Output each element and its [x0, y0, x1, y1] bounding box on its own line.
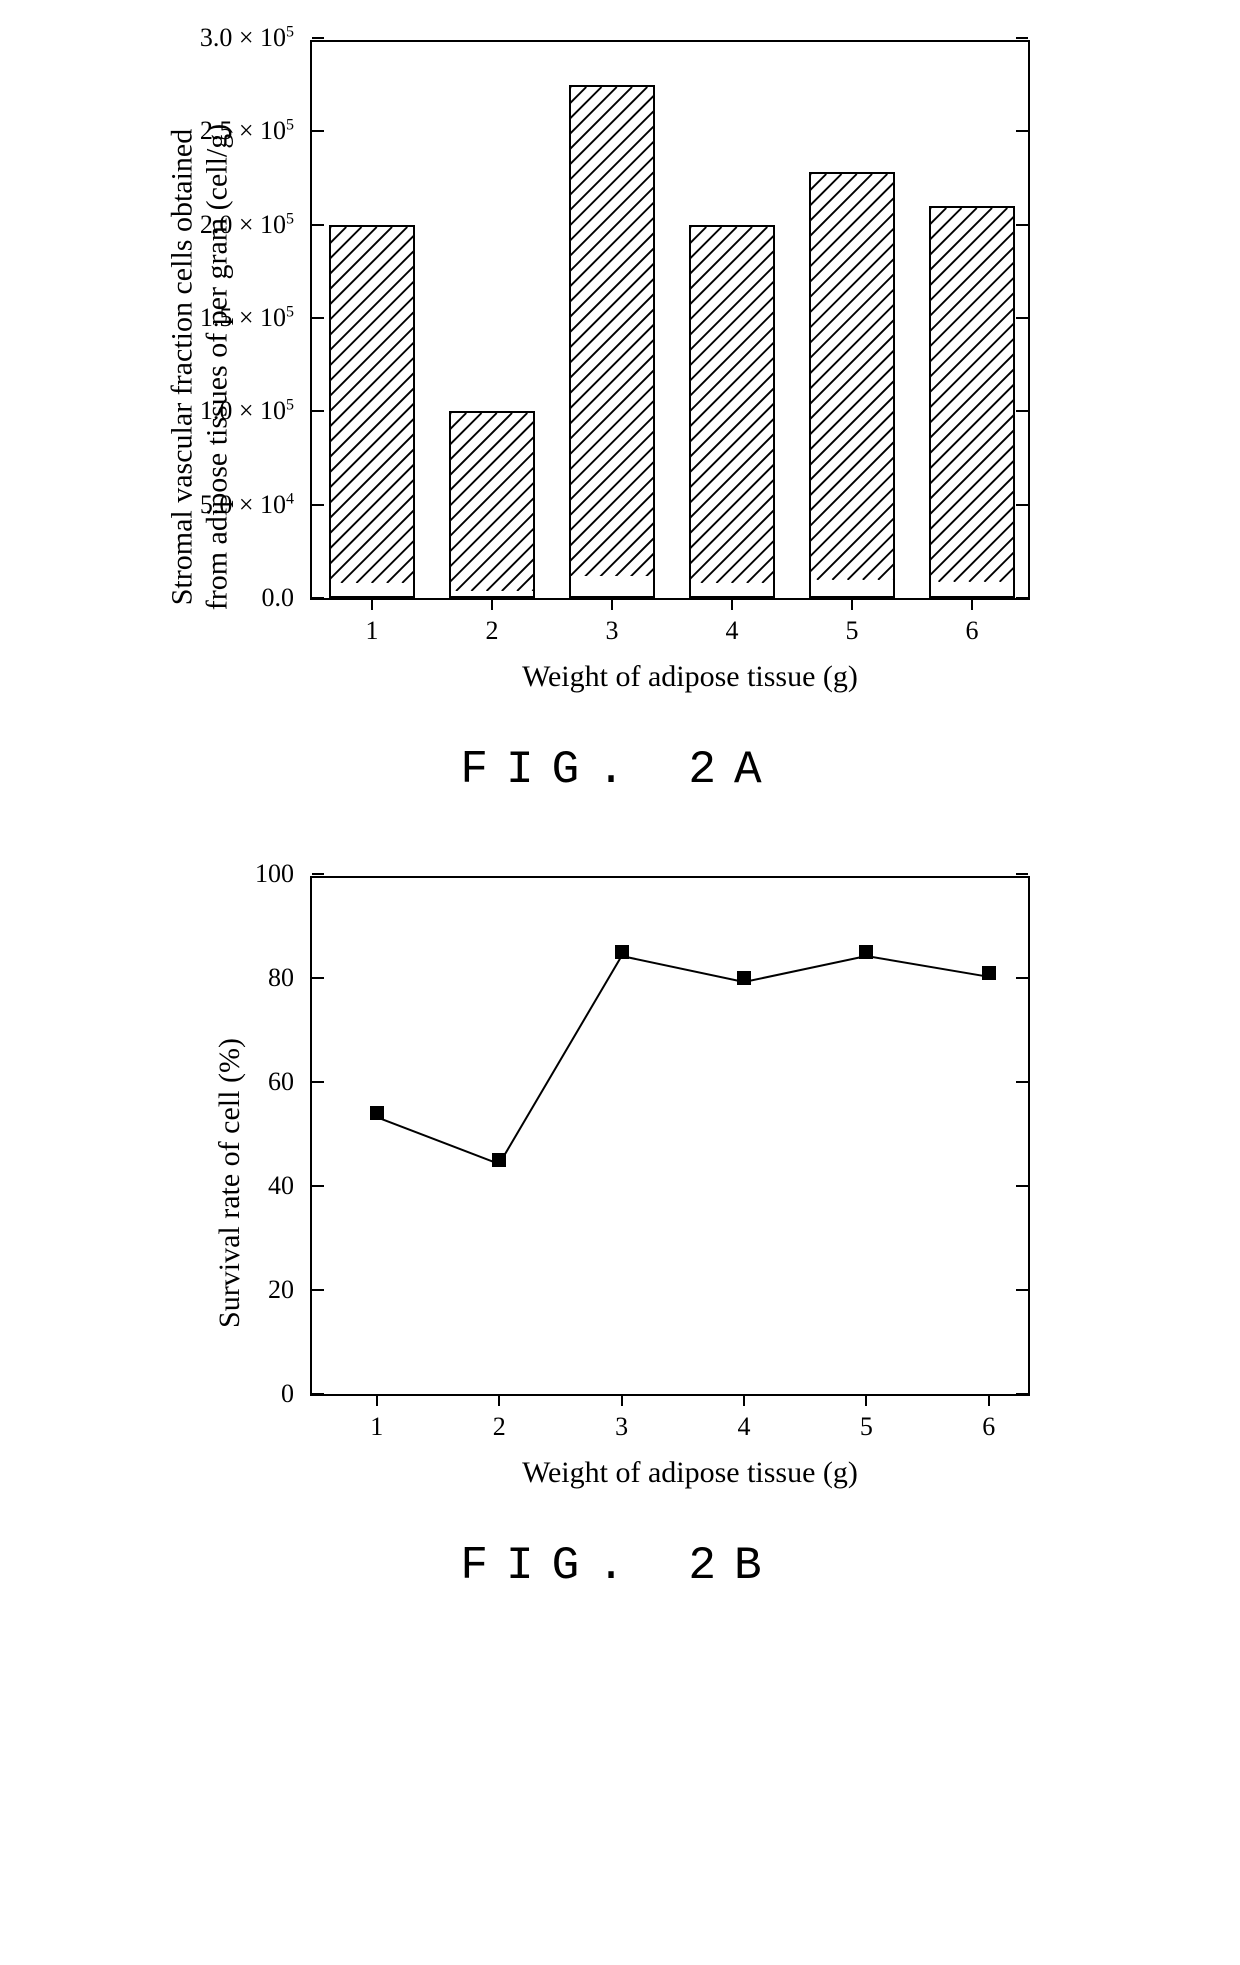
- x-tick-label: 2: [486, 616, 499, 646]
- bar: [449, 411, 535, 598]
- line-series: [312, 878, 1032, 1398]
- y-tick-label: 0: [281, 1379, 294, 1409]
- bar: [929, 206, 1015, 598]
- x-tick-label: 6: [982, 1412, 995, 1442]
- y-tick-label: 5.0 × 104: [200, 490, 294, 520]
- x-tick-label: 2: [493, 1412, 506, 1442]
- bar: [569, 85, 655, 598]
- caption-2a: FIG. 2A: [170, 744, 1070, 796]
- y-tick-label: 2.0 × 105: [200, 210, 294, 240]
- y-tick-label: 0.0: [262, 583, 295, 613]
- x-tick-label: 1: [366, 616, 379, 646]
- x-tick-label: 4: [738, 1412, 751, 1442]
- x-tick-label: 5: [860, 1412, 873, 1442]
- data-marker: [737, 971, 751, 985]
- y-axis-title-2b: Survival rate of cell (%): [213, 1038, 248, 1328]
- chart-2b-outer: Survival rate of cell (%) 02040608010012…: [310, 876, 1070, 1490]
- y-axis-title-2a: Stromal vascular fraction cells obtained…: [166, 124, 235, 611]
- y-tick-label: 3.0 × 105: [200, 23, 294, 53]
- y-tick-label: 100: [255, 859, 294, 889]
- bar: [329, 225, 415, 598]
- caption-2b: FIG. 2B: [170, 1540, 1070, 1592]
- figure-2a: Stromal vascular fraction cells obtained…: [170, 40, 1070, 796]
- data-marker: [982, 966, 996, 980]
- y-tick-label: 20: [268, 1275, 294, 1305]
- figure-2b: Survival rate of cell (%) 02040608010012…: [170, 876, 1070, 1592]
- y-axis-title-2a-line1: Stromal vascular fraction cells obtained: [166, 129, 199, 606]
- y-tick-label: 80: [268, 963, 294, 993]
- y-axis-title-2a-line2: from adipose tissues of per gram (cell/g…: [200, 124, 233, 611]
- data-marker: [370, 1106, 384, 1120]
- x-tick-label: 3: [615, 1412, 628, 1442]
- x-tick-label: 1: [370, 1412, 383, 1442]
- x-tick-label: 6: [966, 616, 979, 646]
- y-tick-label: 60: [268, 1067, 294, 1097]
- data-marker: [492, 1153, 506, 1167]
- x-tick-label: 4: [726, 616, 739, 646]
- bar: [809, 172, 895, 598]
- bar: [689, 225, 775, 598]
- plot-area-2a: 0.05.0 × 1041.0 × 1051.5 × 1052.0 × 1052…: [310, 40, 1030, 600]
- x-tick-label: 5: [846, 616, 859, 646]
- data-marker: [615, 945, 629, 959]
- x-axis-title-2b: Weight of adipose tissue (g): [310, 1456, 1070, 1490]
- plot-area-2b: 020406080100123456: [310, 876, 1030, 1396]
- y-tick-label: 1.0 × 105: [200, 396, 294, 426]
- y-tick-label: 40: [268, 1171, 294, 1201]
- y-tick-label: 2.5 × 105: [200, 116, 294, 146]
- x-tick-label: 3: [606, 616, 619, 646]
- x-axis-title-2a: Weight of adipose tissue (g): [310, 660, 1070, 694]
- chart-2a-outer: Stromal vascular fraction cells obtained…: [310, 40, 1070, 694]
- y-tick-label: 1.5 × 105: [200, 303, 294, 333]
- data-marker: [859, 945, 873, 959]
